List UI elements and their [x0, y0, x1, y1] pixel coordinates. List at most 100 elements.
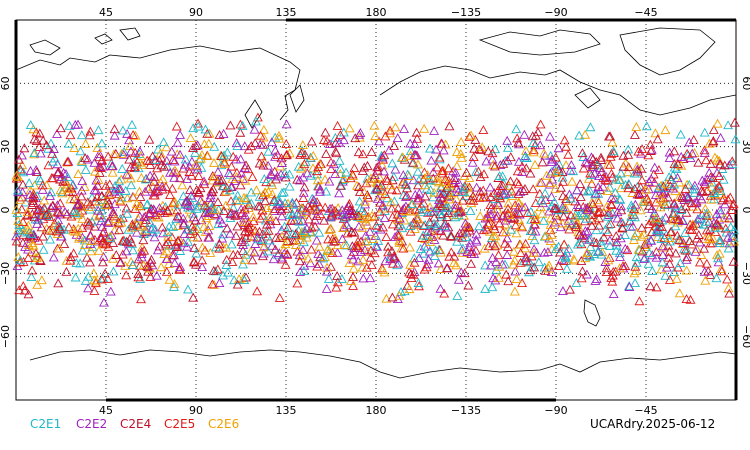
occultation-triangle — [49, 218, 60, 228]
occultation-triangle — [46, 138, 56, 148]
occultation-triangle — [182, 173, 193, 183]
occultation-triangle — [232, 221, 243, 231]
occultation-triangle — [351, 180, 362, 190]
occultation-triangle — [323, 273, 334, 283]
occultation-triangle — [218, 181, 229, 191]
occultation-triangle — [269, 166, 280, 176]
occultation-triangle — [278, 187, 289, 197]
occultation-triangle — [23, 289, 34, 299]
occultation-triangle — [502, 241, 513, 251]
occultation-triangle — [598, 232, 609, 242]
occultation-triangle — [678, 238, 689, 247]
occultation-triangle — [15, 257, 26, 267]
occultation-triangle — [268, 254, 279, 264]
occultation-triangle — [660, 125, 671, 135]
occultation-triangle — [684, 236, 695, 246]
occultation-triangle — [505, 176, 516, 186]
occultation-triangle — [255, 201, 266, 211]
occultation-triangle — [503, 203, 513, 213]
occultation-triangle — [377, 263, 388, 273]
occultation-triangle — [429, 218, 439, 228]
occultation-triangle — [474, 144, 485, 154]
occultation-triangle — [48, 173, 58, 183]
occultation-triangle — [235, 119, 246, 129]
occultation-triangle — [414, 193, 425, 203]
occultation-triangle — [298, 172, 309, 182]
occultation-triangle — [12, 185, 23, 195]
occultation-triangle — [324, 176, 335, 186]
occultation-triangle — [250, 138, 261, 148]
occultation-triangle — [701, 155, 712, 165]
occultation-triangle — [126, 237, 137, 247]
occultation-triangle — [11, 236, 22, 246]
occultation-triangle — [124, 154, 135, 164]
occultation-triangle — [509, 255, 520, 265]
occultation-triangle — [646, 235, 657, 245]
occultation-triangle — [277, 254, 288, 264]
occultation-triangle — [190, 160, 201, 170]
occultation-triangle — [387, 219, 398, 229]
occultation-triangle — [226, 208, 237, 218]
occultation-triangle — [147, 151, 158, 161]
occultation-triangle — [586, 152, 597, 162]
occultation-triangle — [161, 253, 172, 263]
occultation-triangle — [666, 213, 677, 223]
occultation-triangle — [578, 163, 589, 173]
occultation-triangle — [219, 158, 230, 168]
occultation-triangle — [161, 142, 172, 152]
occultation-triangle — [297, 140, 308, 150]
occultation-triangle — [596, 249, 607, 259]
occultation-triangle — [509, 286, 520, 296]
occultation-triangle — [701, 258, 712, 268]
occultation-triangle — [297, 145, 308, 155]
occultation-triangle — [540, 188, 551, 198]
occultation-triangle — [163, 237, 174, 247]
occultation-triangle — [303, 214, 314, 224]
occultation-triangle — [197, 255, 208, 265]
occultation-triangle — [48, 252, 59, 262]
occultation-triangle — [202, 208, 213, 218]
occultation-triangle — [254, 158, 265, 168]
occultation-triangle — [602, 227, 613, 237]
occultation-triangle — [57, 188, 68, 198]
occultation-triangle — [150, 224, 161, 234]
occultation-triangle — [274, 204, 285, 214]
occultation-triangle — [390, 164, 401, 174]
occultation-triangle — [328, 236, 339, 246]
occultation-triangle — [143, 183, 154, 193]
occultation-triangle — [654, 182, 664, 192]
occultation-triangle — [606, 200, 617, 210]
occultation-triangle — [114, 225, 125, 235]
occultation-triangle — [520, 202, 531, 212]
occultation-triangle — [620, 230, 630, 239]
occultation-triangle — [587, 162, 598, 172]
occultation-triangle — [405, 259, 416, 269]
occultation-triangle — [706, 194, 717, 204]
occultation-triangle — [374, 206, 385, 216]
occultation-triangle — [151, 270, 162, 280]
occultation-triangle — [525, 206, 536, 216]
occultation-triangle — [364, 226, 375, 236]
occultation-triangle — [36, 275, 47, 285]
occultation-triangle — [281, 150, 292, 160]
occultation-triangle — [398, 190, 409, 200]
occultation-triangle — [669, 198, 680, 208]
legend-item-c2e1: C2E1 — [30, 417, 62, 431]
occultation-triangle — [433, 258, 444, 268]
occultation-triangle — [216, 160, 227, 170]
occultation-triangle — [76, 130, 87, 140]
occultation-triangle — [518, 185, 529, 195]
occultation-triangle — [408, 157, 419, 167]
occultation-triangle — [180, 197, 191, 207]
occultation-triangle — [715, 186, 726, 196]
occultation-triangle — [229, 275, 240, 285]
occultation-triangle — [420, 180, 431, 190]
occultation-triangle — [565, 284, 575, 294]
occultation-triangle — [414, 188, 425, 198]
occultation-triangle — [632, 161, 643, 171]
occultation-triangle — [66, 211, 77, 221]
occultation-triangle — [609, 194, 620, 204]
occultation-triangle — [454, 228, 465, 238]
occultation-triangle — [464, 241, 475, 251]
occultation-triangle — [313, 248, 324, 258]
